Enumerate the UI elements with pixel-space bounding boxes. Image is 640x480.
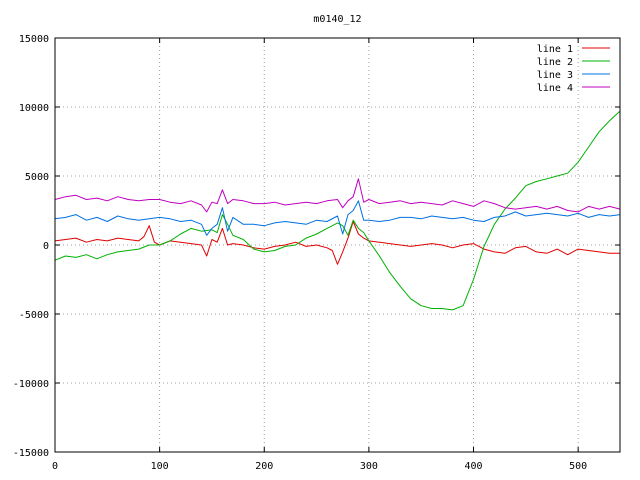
y-tick-label: 15000 <box>19 34 49 45</box>
y-tick-label: -10000 <box>13 379 49 390</box>
series-lines <box>54 110 621 311</box>
x-tick-label: 200 <box>255 461 273 472</box>
series-line-1 <box>54 221 620 265</box>
series-line-4 <box>54 178 621 213</box>
legend-label-4: line 4 <box>537 83 573 94</box>
x-tick-label: 500 <box>569 461 587 472</box>
y-tick-label: 0 <box>43 241 49 252</box>
x-tick-label: 400 <box>464 461 482 472</box>
legend-label-1: line 1 <box>537 44 573 55</box>
series-line-3 <box>54 200 621 236</box>
y-tick-label: -5000 <box>19 310 49 321</box>
axis-ticks: 0 100 200 300 400 500 -15000 -10000 -5000 0 5000 10… <box>13 34 620 472</box>
legend-label-3: line 3 <box>537 70 573 81</box>
y-tick-label: -15000 <box>13 448 49 459</box>
grid-lines <box>55 38 620 452</box>
x-tick-label: 300 <box>360 461 378 472</box>
y-tick-label: 5000 <box>25 172 49 183</box>
x-tick-label: 0 <box>52 461 58 472</box>
legend: line 1 line 2 line 3 line 4 <box>537 44 610 94</box>
chart-title: m0140_12 <box>313 14 361 25</box>
x-tick-label: 100 <box>151 461 169 472</box>
y-tick-label: 10000 <box>19 103 49 114</box>
legend-label-2: line 2 <box>537 57 573 68</box>
series-line-2 <box>54 110 621 311</box>
